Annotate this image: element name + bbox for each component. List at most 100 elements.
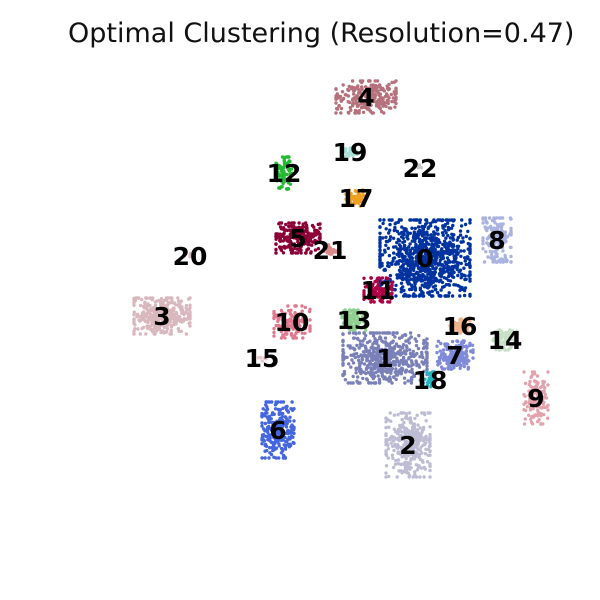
- scatter-point: [393, 442, 397, 447]
- scatter-point: [515, 345, 519, 350]
- scatter-point: [406, 282, 410, 286]
- scatter-point: [155, 320, 159, 325]
- scatter-point: [358, 193, 362, 197]
- scatter-point: [156, 323, 161, 327]
- scatter-point: [284, 320, 288, 324]
- scatter-point: [286, 167, 291, 172]
- scatter-point: [390, 291, 394, 295]
- scatter-point: [405, 246, 409, 251]
- scatter-point: [444, 218, 448, 222]
- scatter-point: [283, 435, 287, 440]
- scatter-point: [285, 332, 289, 336]
- scatter-point: [288, 323, 293, 328]
- scatter-point: [439, 263, 444, 267]
- scatter-point: [427, 444, 432, 449]
- scatter-point: [458, 317, 462, 322]
- scatter-point: [458, 346, 462, 350]
- scatter-point: [447, 273, 451, 278]
- scatter-point: [278, 432, 282, 436]
- scatter-point: [279, 233, 284, 237]
- scatter-point: [401, 360, 406, 364]
- scatter-point: [388, 222, 392, 227]
- cluster-20-points: [188, 251, 193, 259]
- scatter-point: [487, 216, 492, 220]
- scatter-point: [334, 87, 338, 91]
- scatter-point: [322, 249, 326, 254]
- scatter-point: [426, 447, 431, 452]
- scatter-point: [457, 352, 462, 356]
- scatter-point: [140, 314, 145, 319]
- scatter-point: [274, 234, 278, 239]
- scatter-point: [456, 328, 460, 332]
- scatter-point: [145, 306, 149, 310]
- scatter-point: [439, 248, 443, 253]
- scatter-point: [522, 370, 526, 374]
- scatter-point: [379, 336, 383, 340]
- scatter-point: [459, 249, 463, 253]
- scatter-point: [169, 325, 174, 329]
- scatter-point: [380, 339, 384, 343]
- scatter-point: [385, 292, 389, 296]
- scatter-point: [280, 165, 284, 170]
- scatter-point: [391, 96, 395, 100]
- scatter-point: [282, 231, 286, 235]
- scatter-point: [308, 327, 312, 331]
- scatter-point: [349, 353, 353, 357]
- scatter-point: [424, 236, 428, 240]
- scatter-point: [383, 94, 388, 99]
- cluster-22-points: [416, 163, 424, 170]
- scatter-point: [402, 420, 406, 425]
- scatter-point: [341, 332, 345, 336]
- scatter-point: [394, 245, 398, 249]
- scatter-point: [386, 437, 391, 442]
- scatter-point: [277, 178, 281, 182]
- scatter-point: [389, 92, 393, 97]
- scatter-point: [394, 95, 398, 100]
- scatter-point: [256, 356, 261, 360]
- scatter-point: [409, 378, 413, 383]
- scatter-point: [374, 294, 379, 298]
- scatter-point: [501, 260, 505, 264]
- scatter-point: [406, 364, 411, 368]
- scatter-point: [511, 334, 515, 338]
- scatter-point: [303, 305, 307, 310]
- scatter-point: [268, 446, 272, 450]
- scatter-point: [282, 235, 287, 240]
- scatter-point: [450, 294, 455, 298]
- scatter-point: [421, 425, 426, 430]
- scatter-point: [468, 242, 472, 246]
- scatter-point: [170, 312, 175, 316]
- scatter-point: [436, 263, 441, 267]
- scatter-point: [373, 93, 378, 98]
- scatter-point: [380, 352, 384, 356]
- scatter-point: [463, 277, 467, 282]
- scatter-point: [486, 255, 490, 259]
- scatter-point: [420, 268, 424, 272]
- scatter-point: [415, 351, 419, 356]
- scatter-point: [495, 254, 499, 259]
- scatter-point: [135, 312, 140, 316]
- scatter-point: [368, 285, 372, 290]
- scatter-point: [376, 350, 380, 355]
- scatter-point: [347, 331, 352, 335]
- cluster-19-points: [341, 146, 359, 159]
- scatter-point: [412, 278, 416, 282]
- cluster-5-points: [274, 221, 322, 255]
- scatter-point: [372, 295, 376, 299]
- scatter-point: [444, 231, 448, 235]
- scatter-point: [395, 331, 399, 335]
- scatter-point: [426, 261, 431, 265]
- scatter-point: [536, 419, 540, 424]
- scatter-point: [493, 249, 497, 253]
- scatter-point: [507, 342, 511, 346]
- cluster-1-points: [341, 331, 429, 385]
- scatter-point: [384, 432, 388, 436]
- scatter-point: [418, 426, 422, 430]
- scatter-point: [382, 366, 387, 370]
- scatter-point: [359, 319, 364, 323]
- scatter-point: [432, 252, 436, 257]
- scatter-point: [136, 327, 140, 331]
- scatter-point: [387, 238, 392, 243]
- scatter-point: [481, 236, 485, 240]
- scatter-point: [395, 475, 399, 479]
